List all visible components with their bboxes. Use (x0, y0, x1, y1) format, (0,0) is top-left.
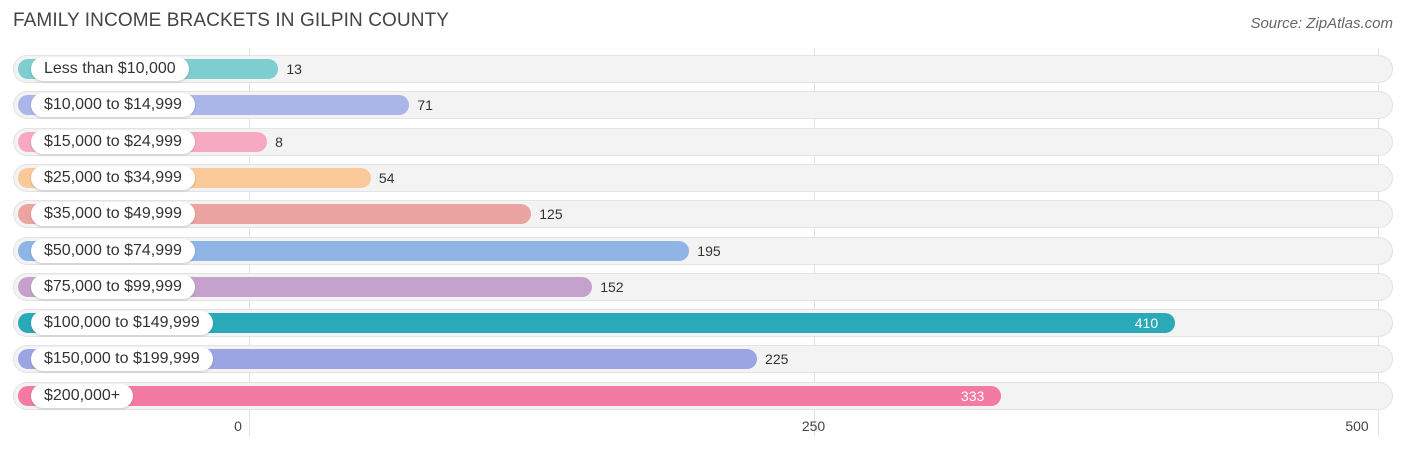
x-tick-label: 250 (801, 418, 826, 434)
value-label: 225 (765, 351, 789, 368)
category-label: $10,000 to $14,999 (31, 93, 195, 118)
value-label: 13 (286, 61, 302, 77)
category-label: $50,000 to $74,999 (31, 238, 195, 263)
value-label: 333 (960, 387, 985, 404)
value-label: 410 (1134, 315, 1159, 332)
x-tick-label: 0 (234, 418, 242, 434)
category-label: $100,000 to $149,999 (31, 311, 213, 336)
bar (18, 385, 1001, 406)
value-label: 54 (378, 169, 395, 186)
source-label: Source: ZipAtlas.com (1250, 15, 1393, 32)
value-label: 125 (539, 206, 563, 223)
chart-title: FAMILY INCOME BRACKETS IN GILPIN COUNTY (13, 10, 450, 31)
category-label: $75,000 to $99,999 (31, 274, 195, 299)
value-label: 8 (275, 133, 283, 150)
value-label: 152 (600, 278, 624, 295)
category-label: $35,000 to $49,999 (31, 202, 195, 227)
x-tick-label: 500 (1345, 418, 1369, 434)
category-label: $25,000 to $34,999 (31, 165, 195, 190)
value-label: 195 (697, 242, 721, 259)
bar (18, 313, 1175, 334)
category-label: $200,000+ (31, 383, 134, 408)
category-label: Less than $10,000 (31, 57, 189, 81)
category-label: $15,000 to $24,999 (31, 129, 195, 154)
category-label: $150,000 to $199,999 (31, 347, 213, 372)
value-label: 71 (417, 97, 433, 114)
